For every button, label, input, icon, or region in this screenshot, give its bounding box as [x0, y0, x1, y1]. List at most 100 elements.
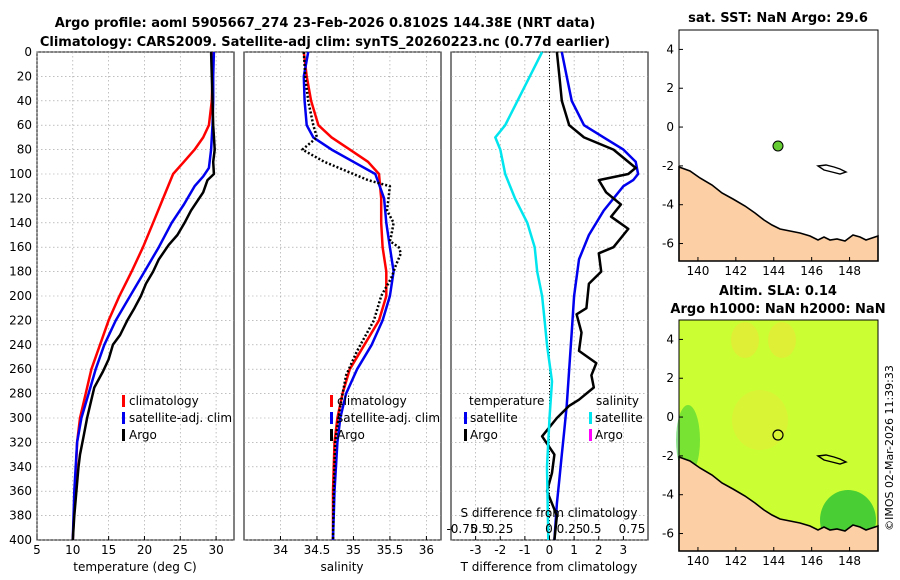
sst-map-yticks: 4 2 0 -2 -4 -6: [662, 42, 683, 251]
temperature-axes-frame: [36, 51, 235, 541]
legend-s-satellite: satellite: [595, 411, 643, 425]
legend-satellite-swatch: [122, 412, 125, 424]
sla-argo-marker: [772, 429, 784, 441]
sst-map-xticks: 140 142 144 146 148: [686, 257, 861, 278]
salinity-grid: [244, 51, 441, 541]
series-argo: [71, 51, 216, 541]
xtick-label: -3: [470, 543, 482, 557]
xtick-label: 30: [208, 543, 223, 557]
xtick-label: 0: [546, 543, 554, 557]
sst-map-title: sat. SST: NaN Argo: 29.6: [688, 11, 868, 26]
ytick-label: 140: [9, 216, 32, 230]
xtick-label: 34: [273, 543, 288, 557]
xtick-label: -2: [494, 543, 506, 557]
map-ytick-label: 2: [666, 81, 674, 95]
s-tick-label: 0.5: [582, 522, 601, 536]
sla-patch: [732, 390, 788, 450]
sla-map-yticks: 4 2 0 -2 -4 -6: [662, 332, 683, 541]
sla-patch: [731, 322, 759, 358]
legend-s-argo: Argo: [595, 428, 623, 442]
figure-title-line1: Argo profile: aoml 5905667_274 23-Feb-20…: [55, 16, 596, 31]
temperature-xlabel: temperature (deg C): [73, 560, 196, 574]
map-xtick-label: 142: [724, 554, 747, 568]
sla-land-new-guinea: [678, 455, 879, 552]
sla-map-title1: Altim. SLA: 0.14: [719, 284, 837, 299]
series-t-satellite: [553, 51, 640, 541]
xtick-label: 2: [595, 543, 603, 557]
xtick-label: 35: [346, 543, 361, 557]
map-ytick-label: -6: [662, 527, 674, 541]
legend-argo: Argo: [337, 428, 365, 442]
sst-island: [816, 164, 848, 175]
xtick-label: 36: [419, 543, 434, 557]
s-tick-label: 0.25: [487, 522, 514, 536]
sst-land-new-guinea: [678, 165, 879, 262]
ytick-label: 200: [9, 289, 32, 303]
legend-satellite: satellite-adj. clim: [337, 411, 440, 425]
sla-map-xticks: 140 142 144 146 148: [686, 547, 861, 568]
ytick-label: 120: [9, 191, 32, 205]
legend-t-argo: Argo: [470, 428, 498, 442]
map-xtick-label: 142: [724, 264, 747, 278]
salinity-xticks: 34 34.5 35 35.5 36: [273, 536, 434, 557]
difference-xlabel: T difference from climatology: [460, 560, 638, 574]
ytick-label: 360: [9, 484, 32, 498]
ytick-label: 0: [24, 45, 32, 59]
depth-yticks: 0 20 40 60 80 100 120 140 160 180 200 220 240 260 280 3…: [9, 45, 32, 547]
ytick-label: 20: [17, 69, 32, 83]
series-satellite-adj-clim: [302, 51, 395, 541]
salinity-axes-frame: [243, 51, 442, 541]
imos-watermark: ©IMOS 02-Mar-2026 11:39:33: [883, 365, 896, 531]
s-tick-label: 0.25: [557, 522, 584, 536]
figure-title-line2: Climatology: CARS2009. Satellite-adj cli…: [40, 35, 610, 50]
ytick-label: 240: [9, 338, 32, 352]
ytick-label: 220: [9, 313, 32, 327]
legend-satellite-swatch: [330, 412, 333, 424]
map-xtick-label: 144: [762, 264, 785, 278]
ytick-label: 40: [17, 94, 32, 108]
s-tick-label: 0.75: [619, 522, 646, 536]
s-difference-ticks: -0.750.50.25 0 0.25 0.5 0.75: [446, 522, 645, 536]
sla-map-frame: [678, 319, 879, 552]
salinity-xlabel: salinity: [320, 560, 363, 574]
xtick-label: 1: [570, 543, 578, 557]
difference-xticks: -3 -2 -1 0 1 2 3: [470, 536, 627, 557]
map-xtick-label: 146: [800, 264, 823, 278]
legend-s-argo-swatch: [589, 429, 592, 441]
sla-patch: [768, 322, 796, 358]
legend-temperature-title: temperature: [469, 394, 544, 408]
s-difference-label: S difference from climatology: [461, 506, 638, 520]
salinity-legend: climatology satellite-adj. clim Argo: [330, 394, 440, 442]
xtick-label: 34.5: [304, 543, 331, 557]
map-ytick-label: -4: [662, 488, 674, 502]
s-tick-label: 0.5: [470, 522, 489, 536]
xtick-label: 10: [65, 543, 80, 557]
map-ytick-label: -2: [662, 449, 674, 463]
ytick-label: 280: [9, 387, 32, 401]
xtick-label: -1: [519, 543, 531, 557]
legend-argo-swatch: [330, 429, 333, 441]
xtick-label: 5: [33, 543, 41, 557]
series-argo: [301, 51, 403, 541]
map-ytick-label: -2: [662, 159, 674, 173]
map-xtick-label: 140: [686, 554, 709, 568]
map-xtick-label: 140: [686, 264, 709, 278]
ytick-label: 160: [9, 240, 32, 254]
legend-climatology-swatch: [122, 395, 125, 407]
legend-argo: Argo: [129, 428, 157, 442]
salinity-panel: 34 34.5 35 35.5 36 salinity climatology sate…: [243, 51, 442, 574]
legend-climatology: climatology: [337, 394, 407, 408]
legend-salinity-title: salinity: [596, 394, 639, 408]
temperature-lines: [71, 51, 216, 541]
map-ytick-label: 0: [666, 120, 674, 134]
ytick-label: 60: [17, 118, 32, 132]
ytick-label: 260: [9, 362, 32, 376]
legend-t-satellite: satellite: [470, 411, 518, 425]
sst-argo-marker: [772, 140, 784, 152]
ytick-label: 100: [9, 167, 32, 181]
legend-climatology-swatch: [330, 395, 333, 407]
legend-climatology: climatology: [129, 394, 199, 408]
ytick-label: 300: [9, 411, 32, 425]
map-ytick-label: -6: [662, 237, 674, 251]
